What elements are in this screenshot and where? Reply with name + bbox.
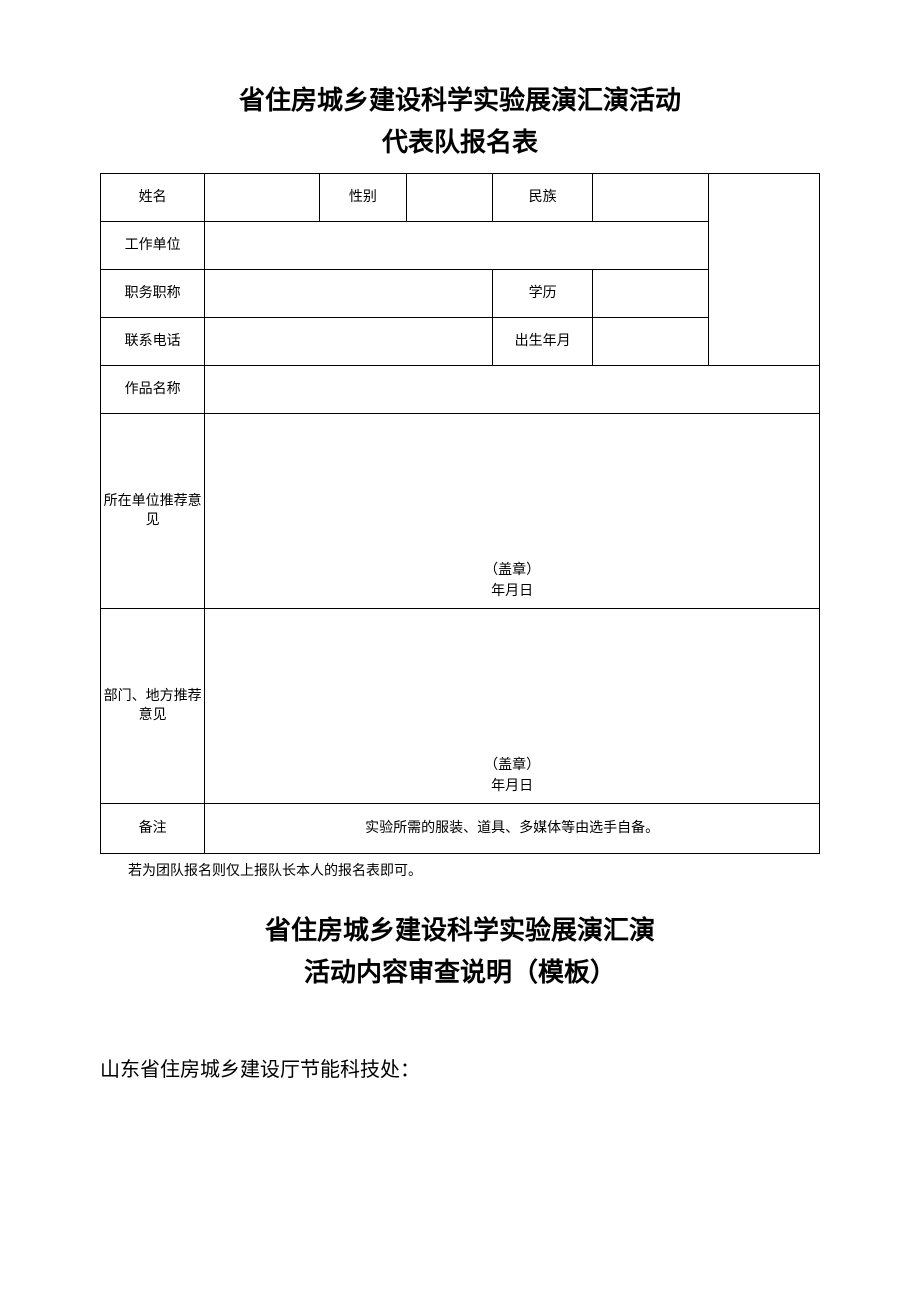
row-work-name: 作品名称 bbox=[101, 366, 820, 414]
stamp-block-1: （盖章） 年月日 bbox=[205, 560, 819, 602]
value-birth bbox=[593, 318, 708, 366]
value-education bbox=[593, 270, 708, 318]
stamp-block-2: （盖章） 年月日 bbox=[205, 755, 819, 797]
row-unit-opinion: 所在单位推荐意见 （盖章） 年月日 bbox=[101, 414, 820, 609]
seal-text-1: （盖章） bbox=[205, 560, 819, 581]
value-unit-opinion: （盖章） 年月日 bbox=[205, 414, 820, 609]
value-gender bbox=[406, 174, 492, 222]
photo-cell bbox=[708, 174, 820, 366]
value-position bbox=[205, 270, 493, 318]
row-dept-opinion: 部门、地方推荐意见 （盖章） 年月日 bbox=[101, 609, 820, 804]
row-name: 姓名 性别 民族 bbox=[101, 174, 820, 222]
label-phone: 联系电话 bbox=[101, 318, 205, 366]
label-unit-opinion: 所在单位推荐意见 bbox=[101, 414, 205, 609]
value-remark: 实验所需的服装、道具、多媒体等由选手自备。 bbox=[205, 804, 820, 854]
title-line-2a: 省住房城乡建设科学实验展演汇演 bbox=[100, 910, 820, 952]
title-line-1a: 省住房城乡建设科学实验展演汇演活动 bbox=[100, 80, 820, 122]
value-phone bbox=[205, 318, 493, 366]
value-dept-opinion: （盖章） 年月日 bbox=[205, 609, 820, 804]
label-work-name: 作品名称 bbox=[101, 366, 205, 414]
row-remark: 备注 实验所需的服装、道具、多媒体等由选手自备。 bbox=[101, 804, 820, 854]
label-work-unit: 工作单位 bbox=[101, 222, 205, 270]
label-gender: 性别 bbox=[320, 174, 406, 222]
date-text-1: 年月日 bbox=[205, 581, 819, 602]
title-block-1: 省住房城乡建设科学实验展演汇演活动 代表队报名表 bbox=[100, 80, 820, 163]
value-name bbox=[205, 174, 320, 222]
addressee-line: 山东省住房城乡建设厅节能科技处： bbox=[100, 1053, 820, 1082]
title-line-1b: 代表队报名表 bbox=[100, 122, 820, 164]
title-block-2: 省住房城乡建设科学实验展演汇演 活动内容审查说明（模板） bbox=[100, 910, 820, 993]
label-dept-opinion: 部门、地方推荐意见 bbox=[101, 609, 205, 804]
table-note: 若为团队报名则仅上报队长本人的报名表即可。 bbox=[100, 860, 820, 880]
date-text-2: 年月日 bbox=[205, 776, 819, 797]
label-name: 姓名 bbox=[101, 174, 205, 222]
value-work-name bbox=[205, 366, 820, 414]
seal-text-2: （盖章） bbox=[205, 755, 819, 776]
label-birth: 出生年月 bbox=[492, 318, 593, 366]
value-ethnicity bbox=[593, 174, 708, 222]
registration-form-table: 姓名 性别 民族 工作单位 职务职称 学历 联系电话 出生年月 作品名称 所在单… bbox=[100, 173, 820, 854]
label-position: 职务职称 bbox=[101, 270, 205, 318]
label-remark: 备注 bbox=[101, 804, 205, 854]
value-work-unit bbox=[205, 222, 708, 270]
title-line-2b: 活动内容审查说明（模板） bbox=[100, 952, 820, 994]
label-education: 学历 bbox=[492, 270, 593, 318]
label-ethnicity: 民族 bbox=[492, 174, 593, 222]
